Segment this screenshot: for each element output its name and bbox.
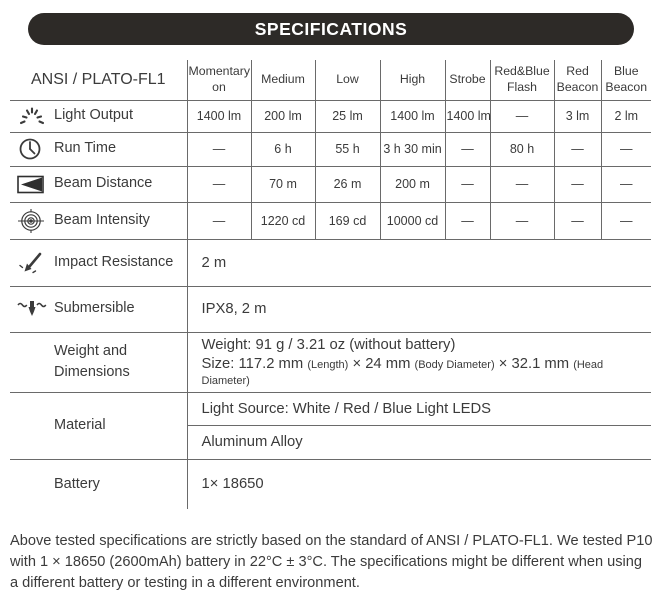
submersible-icon [17,299,50,319]
column-header-red-beacon: Red Beacon [553,60,601,101]
spec-cell: Light Source: White / Red / Blue Light L… [186,392,651,426]
light-output-sun-icon [17,105,50,127]
table-row-beam-distance: Beam Distance — 70 m 26 m 200 m — — — — [10,166,651,203]
column-header-medium: Medium [250,60,315,101]
spec-cell: 2 lm [600,100,651,133]
spec-cell: — [600,166,651,203]
column-header-redblue-flash: Red&Blue Flash [489,60,554,101]
row-label: Weight and Dimensions [10,332,187,393]
spec-cell: 6 h [250,132,315,167]
spec-cell: 169 cd [314,202,380,240]
spec-cell: — [553,132,601,167]
column-header-strobe: Strobe [444,60,490,101]
spec-cell: 1400 lm [186,100,251,133]
table-row-weight-dimensions: Weight and Dimensions Weight: 91 g / 3.2… [10,332,651,393]
spec-cell: 80 h [489,132,554,167]
spec-cell: — [186,132,251,167]
row-label: Beam Intensity [54,211,150,228]
spec-cell: — [444,202,490,240]
spec-cell: — [489,166,554,203]
standard-label: ANSI / PLATO-FL1 [10,60,187,101]
spec-cell: 26 m [314,166,380,203]
row-label: Material [10,392,187,460]
page-title: SPECIFICATIONS [254,18,408,39]
spec-cell: — [444,166,490,203]
column-header-momentary-on: Momentary on [186,60,251,101]
spec-cell: 1400 lm [444,100,491,133]
disclaimer-text: Above tested specifications are strictly… [10,533,653,591]
table-row-battery: Battery 1× 18650 [10,459,651,509]
spec-cell: — [489,202,554,240]
run-time-clock-icon [17,136,50,162]
spec-cell: 70 m [250,166,315,203]
column-header-low: Low [314,60,380,101]
specifications-table: ANSI / PLATO-FL1 Momentary on Medium Low… [10,60,651,509]
row-label: Battery [54,475,100,492]
spec-cell: Aluminum Alloy [186,425,651,460]
specifications-banner: SPECIFICATIONS [28,13,634,45]
impact-resistance-icon [17,251,50,275]
spec-cell: 1400 lm [379,100,445,133]
spec-cell: 10000 cd [379,202,445,240]
spec-cell: 200 lm [250,100,315,133]
spec-cell: 1220 cd [250,202,315,240]
spec-cell: — [600,202,651,240]
beam-distance-icon [17,175,50,194]
spec-cell: — [553,166,601,203]
table-row-material-light-source: Material Light Source: White / Red / Blu… [10,392,651,460]
spec-cell: — [186,202,251,240]
table-row-light-output: Light Output 1400 lm 200 lm 25 lm 1400 l… [10,100,651,133]
spec-cell: — [444,132,490,167]
spec-cell: — [186,166,251,203]
size-line: Size: 117.2 mm (Length) × 24 mm (Body Di… [201,355,604,387]
spec-cell: 2 m [186,239,651,287]
column-header-high: High [379,60,445,101]
spec-cell: 200 m [379,166,445,203]
row-label: Run Time [54,140,117,157]
table-row-beam-intensity: Beam Intensity — 1220 cd 169 cd 10000 cd… [10,202,651,240]
row-label: Light Output [54,107,133,124]
row-label: Submersible [54,300,135,317]
spec-cell: IPX8, 2 m [186,286,651,333]
spec-cell: 1× 18650 [186,459,651,509]
weight-line: Weight: 91 g / 3.21 oz (without battery) [201,336,456,353]
row-label: Beam Distance [54,175,153,192]
table-row-submersible: Submersible IPX8, 2 m [10,286,651,333]
row-label: Impact Resistance [54,253,174,270]
spec-cell: — [600,132,651,167]
spec-cell: 3 h 30 min [379,132,445,167]
spec-cell: — [489,100,554,133]
spec-cell: — [553,202,601,240]
table-row-material-alloy: Aluminum Alloy [10,425,651,460]
table-row-impact-resistance: Impact Resistance 2 m [10,239,651,287]
column-header-blue-beacon: Blue Beacon [600,60,651,101]
spec-cell: 25 lm [314,100,380,133]
beam-intensity-target-icon [17,207,50,235]
table-header-row: ANSI / PLATO-FL1 Momentary on Medium Low… [10,60,651,101]
spec-cell: 55 h [314,132,380,167]
table-row-run-time: Run Time — 6 h 55 h 3 h 30 min — 80 h — … [10,132,651,167]
spec-cell: 3 lm [553,100,601,133]
